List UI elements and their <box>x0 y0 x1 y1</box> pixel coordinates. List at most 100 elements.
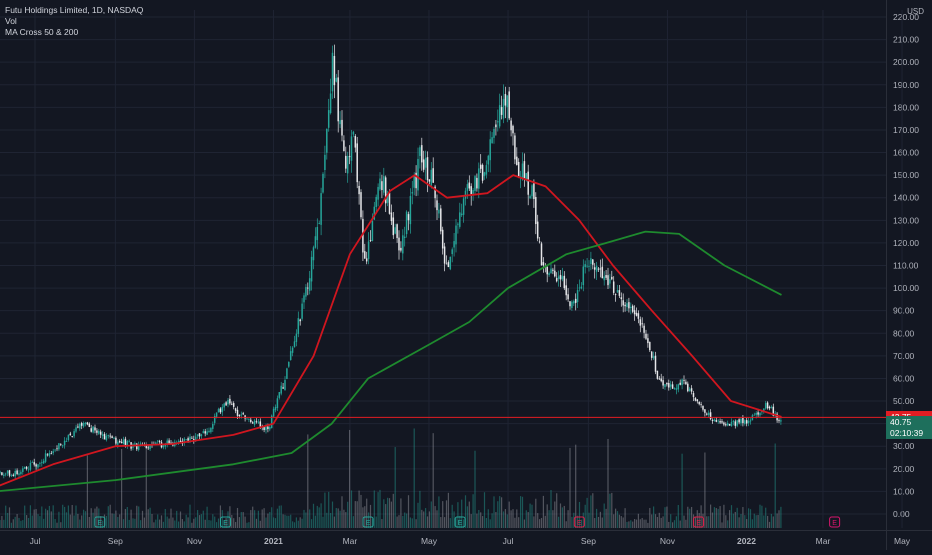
candle-body <box>502 98 505 119</box>
candle-body <box>481 164 484 181</box>
candle-body <box>574 298 577 303</box>
volume-bar <box>605 508 607 528</box>
volume-bar <box>297 520 299 528</box>
candle-body <box>411 192 414 194</box>
candle-body <box>3 474 5 476</box>
volume-bar <box>350 490 353 528</box>
earnings-marker[interactable] <box>693 516 705 528</box>
volume-bar <box>197 510 199 528</box>
candle-body <box>715 420 718 422</box>
volume-bar <box>675 516 677 528</box>
volume-bar <box>45 508 47 528</box>
candle-body <box>766 402 769 409</box>
volume-bar <box>312 503 315 528</box>
volume-bar <box>138 506 140 528</box>
volume-bar <box>252 506 254 528</box>
volume-bar <box>525 510 527 528</box>
volume-bar <box>751 519 753 528</box>
candle-body <box>282 387 284 389</box>
earnings-marker[interactable] <box>454 516 466 528</box>
candle-body <box>202 431 205 434</box>
volume-bar <box>269 512 271 528</box>
volume-bar <box>447 492 449 528</box>
volume-bar <box>434 506 436 528</box>
volume-bar <box>208 520 210 528</box>
volume-bar <box>664 507 666 528</box>
volume-bar <box>366 498 368 528</box>
volume-bar <box>649 507 651 528</box>
y-tick-label: 0.00 <box>893 509 910 519</box>
volume-bar <box>261 509 263 528</box>
volume-bar <box>531 504 533 528</box>
candle-body <box>550 268 552 274</box>
volume-bar <box>687 506 689 528</box>
volume-bar <box>164 509 166 528</box>
candle-body <box>299 319 301 322</box>
volume-bar <box>601 517 603 528</box>
candle-body <box>77 426 79 428</box>
volume-bar <box>658 512 660 528</box>
candle-body <box>291 347 294 353</box>
volume-bar <box>335 507 337 528</box>
candle-body <box>559 274 562 280</box>
y-tick-label: 50.00 <box>893 396 915 406</box>
candle-body <box>238 414 241 417</box>
candle-body <box>369 240 372 241</box>
volume-bar <box>195 517 197 528</box>
candle-body <box>39 462 41 464</box>
volume-bar <box>371 518 373 528</box>
earnings-marker[interactable] <box>829 516 841 528</box>
candle-body <box>288 361 290 367</box>
candle-body <box>504 93 507 106</box>
volume-bar <box>170 508 172 528</box>
candle-body <box>476 177 478 189</box>
earnings-marker[interactable] <box>573 516 585 528</box>
volume-bar <box>248 522 250 528</box>
candle-body <box>358 185 360 195</box>
candle-body <box>669 384 672 387</box>
candle-body <box>221 407 224 413</box>
volume-bar <box>26 515 28 528</box>
volume-bar <box>689 508 691 528</box>
earnings-marker-label: E <box>458 520 463 527</box>
candle-body <box>103 433 106 440</box>
volume-bar <box>407 495 410 528</box>
earnings-marker[interactable] <box>362 516 374 528</box>
volume-bar <box>413 428 415 528</box>
volume-bar <box>373 490 375 528</box>
x-tick-label: May <box>894 536 911 546</box>
earnings-marker[interactable] <box>94 516 106 528</box>
volume-bar <box>153 522 155 528</box>
volume-bar <box>339 510 341 528</box>
candle-body <box>696 399 699 402</box>
candle-body <box>183 438 186 443</box>
volume-bar <box>16 514 18 528</box>
candle-body <box>620 297 623 300</box>
last-price-tag: 40.75 <box>886 415 932 429</box>
candle-body <box>561 276 564 280</box>
candle-body <box>738 419 740 423</box>
candle-body <box>46 454 49 456</box>
candle-body <box>280 385 282 394</box>
volume-bar <box>537 513 539 528</box>
candle-body <box>612 281 615 293</box>
volume-bar <box>772 516 774 528</box>
volume-bar <box>428 511 430 528</box>
volume-bar <box>455 517 457 528</box>
earnings-marker-label: E <box>366 520 371 527</box>
candle-body <box>137 445 140 450</box>
candle-body <box>388 192 391 214</box>
volume-bar <box>307 434 309 528</box>
candle-body <box>424 157 427 168</box>
candle-body <box>440 208 442 232</box>
candle-body <box>348 156 351 158</box>
earnings-marker[interactable] <box>220 516 232 528</box>
volume-bar <box>8 507 11 528</box>
y-tick-label: 100.00 <box>893 283 919 293</box>
candle-body <box>660 378 662 382</box>
volume-bar <box>349 429 351 528</box>
volume-bar <box>409 517 411 528</box>
candle-body <box>457 223 459 225</box>
